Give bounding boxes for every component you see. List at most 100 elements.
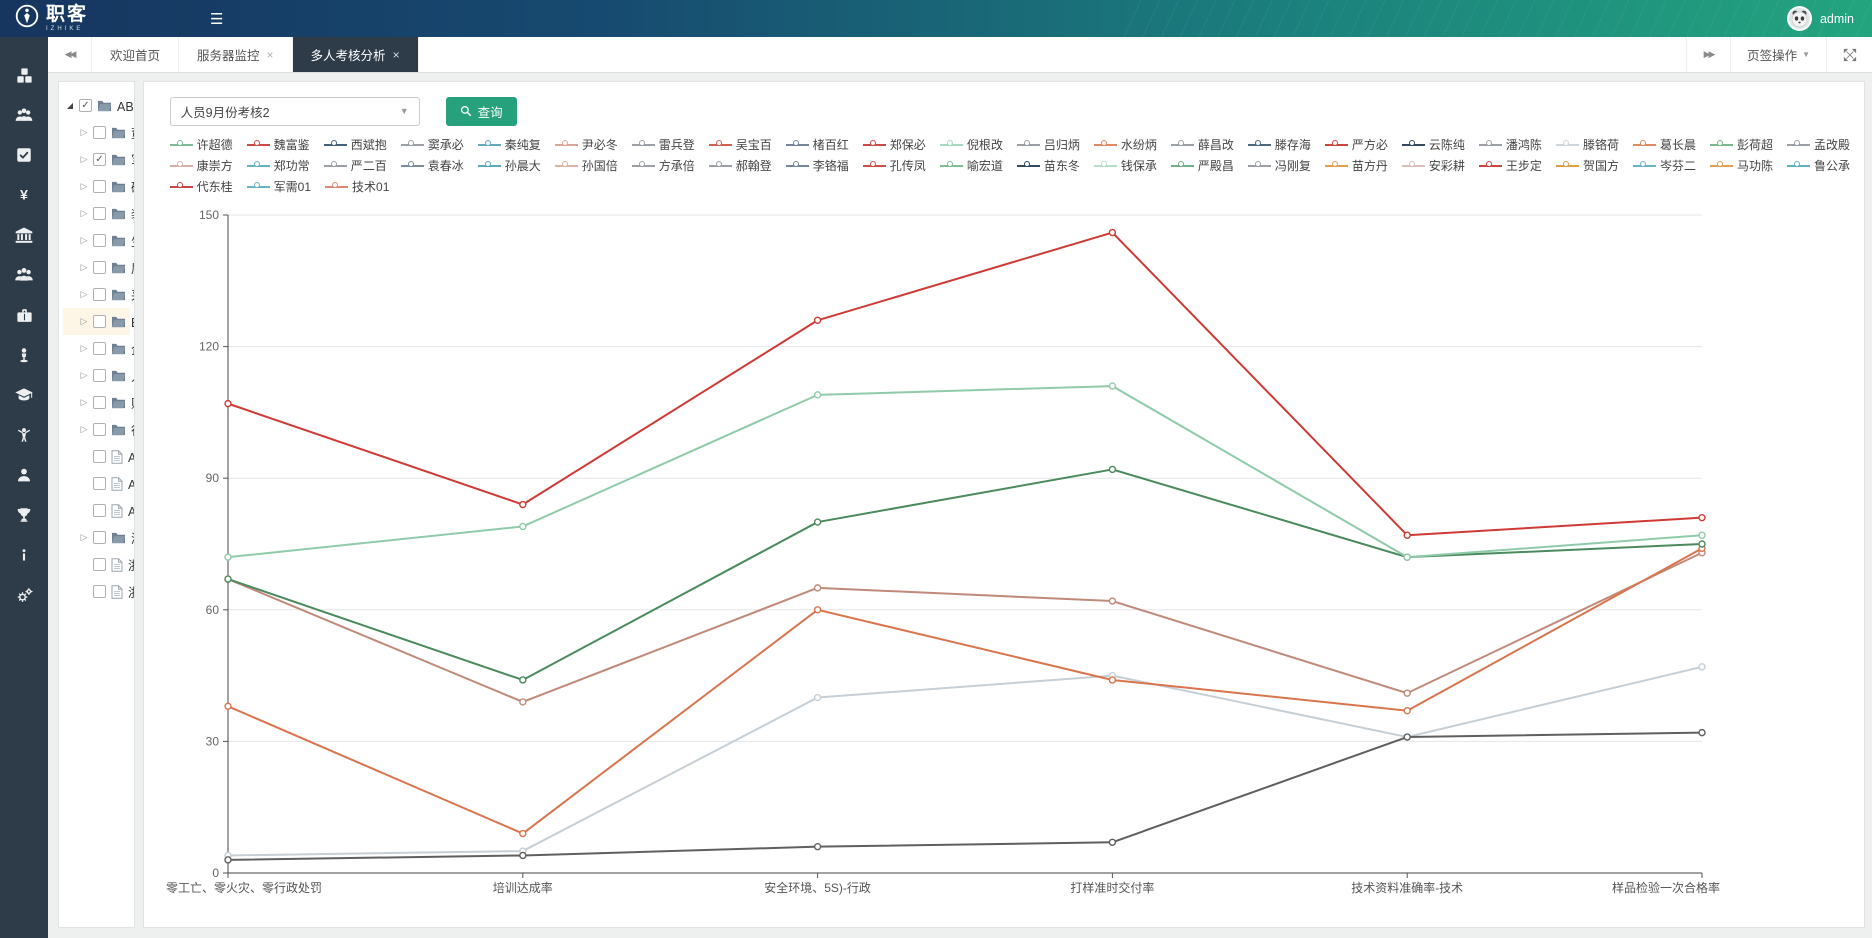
data-point-icon[interactable]: [223, 856, 232, 864]
line-chart[interactable]: 0 30 60 90 120 150 零工亡、零火灾、零行政处罚 培训达成率 安全环境、5S)-…: [158, 199, 1850, 923]
series-dark-gray-line[interactable]: [227, 731, 1702, 861]
data-point-icon[interactable]: [518, 676, 527, 684]
tree-item-7[interactable]: ▷ 质量部: [63, 254, 134, 281]
tree-checkbox[interactable]: [93, 450, 106, 463]
tree-checkbox[interactable]: [93, 558, 106, 571]
check-square-icon[interactable]: [0, 135, 48, 175]
app-logo[interactable]: 职客 IZHIKE: [0, 3, 132, 34]
data-point-icon[interactable]: [518, 851, 527, 860]
tree-checkbox[interactable]: [93, 369, 106, 382]
data-point-icon[interactable]: [518, 522, 527, 531]
data-point-icon[interactable]: [813, 391, 821, 399]
tree-item-6[interactable]: ▷ 生产系统: [63, 227, 134, 254]
tab-1[interactable]: 欢迎首页: [92, 37, 180, 72]
tree-checkbox[interactable]: [93, 504, 106, 517]
legend-item[interactable]: 水纷炳: [1093, 136, 1157, 153]
close-tab-icon[interactable]: ×: [392, 47, 400, 62]
tree-item-15[interactable]: ABC公司上海分公司: [63, 470, 134, 497]
tree-checkbox[interactable]: [93, 315, 106, 328]
data-point-icon[interactable]: [1108, 382, 1116, 390]
yuan-icon[interactable]: ¥: [0, 175, 48, 215]
legend-item[interactable]: 技术01: [325, 178, 389, 195]
series-red-line[interactable]: [227, 231, 1702, 537]
tree-expander-icon[interactable]: ▷: [80, 316, 88, 326]
data-point-icon[interactable]: [1108, 676, 1116, 684]
tree-item-1[interactable]: ◢ ✓ ABC公司: [63, 92, 134, 119]
legend-item[interactable]: 潘鸿陈: [1478, 136, 1542, 153]
legend-item[interactable]: 云陈纯: [1401, 136, 1465, 153]
legend-item[interactable]: 王步定: [1478, 157, 1542, 174]
legend-item[interactable]: 吴宝百: [708, 136, 772, 153]
legend-item[interactable]: 袁春冰: [400, 157, 464, 174]
tree-item-13[interactable]: ▷ 行政部: [63, 416, 134, 443]
tree-checkbox[interactable]: [93, 261, 106, 274]
legend-item[interactable]: 康崇方: [169, 157, 233, 174]
legend-item[interactable]: 郑功常: [246, 157, 310, 174]
close-tab-icon[interactable]: ×: [266, 47, 274, 62]
legend-item[interactable]: 马功陈: [1709, 157, 1773, 174]
user-group-icon[interactable]: [0, 95, 48, 135]
tree-expander-icon[interactable]: ▷: [80, 397, 88, 407]
data-point-icon[interactable]: [1108, 465, 1116, 474]
cheer-person-icon[interactable]: [0, 415, 48, 455]
tree-item-10[interactable]: ▷ 企划信息部: [63, 335, 134, 362]
data-point-icon[interactable]: [813, 316, 821, 324]
tree-checkbox[interactable]: [93, 180, 106, 193]
tab-3[interactable]: 多人考核分析 ×: [292, 37, 419, 72]
tree-expander-icon[interactable]: ▷: [80, 532, 88, 542]
tree-checkbox[interactable]: [93, 234, 106, 247]
tree-item-14[interactable]: ABC公司北京分公司: [63, 443, 134, 470]
tree-expander-icon[interactable]: ▷: [80, 370, 88, 380]
tree-item-4[interactable]: ▷ 研发中心: [63, 173, 134, 200]
data-point-icon[interactable]: [1403, 706, 1411, 715]
legend-item[interactable]: 代东桂: [169, 178, 233, 195]
tree-item-9[interactable]: ▷ EHS部: [63, 308, 134, 335]
tree-expander-icon[interactable]: ▷: [80, 262, 88, 272]
username[interactable]: admin: [1819, 11, 1854, 26]
legend-item[interactable]: 彭荷超: [1709, 136, 1773, 153]
tab-actions-dropdown[interactable]: 页签操作 ▼: [1730, 37, 1826, 72]
data-point-icon[interactable]: [1697, 663, 1706, 671]
legend-item[interactable]: 西斌抱: [323, 136, 387, 153]
legend-item[interactable]: 严二百: [323, 157, 387, 174]
trophy-icon[interactable]: [0, 495, 48, 535]
legend-item[interactable]: 钱保承: [1093, 157, 1157, 174]
legend-item[interactable]: 滕铬荷: [1555, 136, 1619, 153]
legend-item[interactable]: 李铬福: [785, 157, 849, 174]
tree-item-8[interactable]: ▷ 采购部: [63, 281, 134, 308]
tree-item-11[interactable]: ▷ 人力资源部: [63, 362, 134, 389]
data-point-icon[interactable]: [1108, 597, 1116, 605]
tree-checkbox[interactable]: [93, 423, 106, 436]
tree-expander-icon[interactable]: ▷: [80, 127, 88, 137]
legend-item[interactable]: 孟改殿: [1786, 136, 1850, 153]
data-point-icon[interactable]: [1403, 553, 1411, 561]
legend-item[interactable]: 孙国倍: [554, 157, 618, 174]
series-light-green-line[interactable]: [227, 385, 1702, 559]
data-point-icon[interactable]: [813, 606, 821, 614]
user-icon[interactable]: [0, 455, 48, 495]
legend-item[interactable]: 军需01: [246, 178, 311, 195]
tree-item-18[interactable]: 浙江E公司: [63, 551, 134, 578]
data-point-icon[interactable]: [223, 575, 232, 583]
tree-checkbox[interactable]: ✓: [93, 153, 106, 166]
tree-item-12[interactable]: ▷ 财务管理部: [63, 389, 134, 416]
tree-expander-icon[interactable]: ▷: [80, 208, 88, 218]
tabs-scroll-left-icon[interactable]: ◀◀: [48, 37, 92, 72]
data-point-icon[interactable]: [1697, 531, 1706, 539]
legend-item[interactable]: 方承倍: [631, 157, 695, 174]
data-point-icon[interactable]: [1108, 228, 1116, 237]
query-button[interactable]: 查询: [445, 96, 517, 126]
legend-item[interactable]: 孔传凤: [862, 157, 926, 174]
cubes-icon[interactable]: [0, 55, 48, 95]
tree-checkbox[interactable]: [93, 585, 106, 598]
data-point-icon[interactable]: [1697, 728, 1706, 737]
tree-checkbox[interactable]: [93, 288, 106, 301]
legend-item[interactable]: 薛昌改: [1170, 136, 1234, 153]
gears-icon[interactable]: [0, 575, 48, 615]
legend-item[interactable]: 尹必冬: [554, 136, 618, 153]
legend-item[interactable]: 喻宏道: [939, 157, 1003, 174]
legend-item[interactable]: 葛长晨: [1632, 136, 1696, 153]
assessment-select[interactable]: 人员9月份考核2 ▼: [169, 96, 420, 126]
bank-icon[interactable]: [0, 215, 48, 255]
legend-item[interactable]: 魏富鉴: [246, 136, 310, 153]
